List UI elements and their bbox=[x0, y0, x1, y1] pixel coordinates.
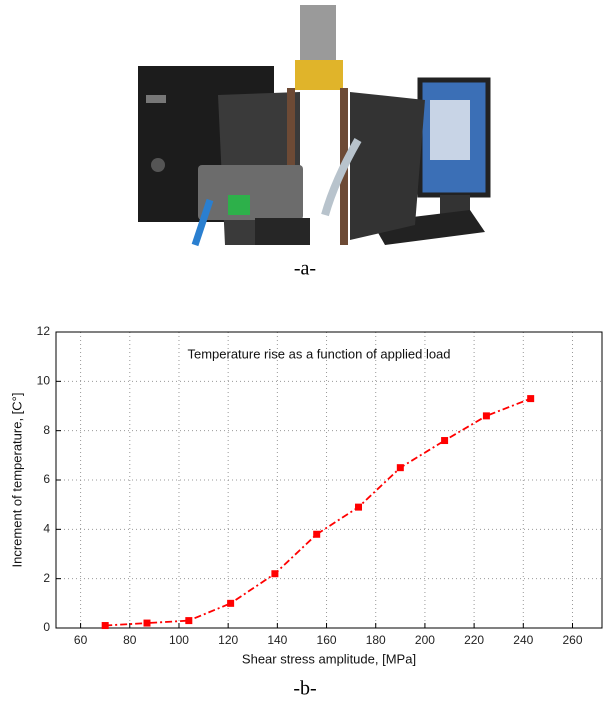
x-tick-label: 200 bbox=[415, 633, 435, 647]
photo bbox=[135, 5, 491, 247]
ir-camera bbox=[198, 165, 303, 220]
camera-connector bbox=[228, 195, 250, 215]
tower-label bbox=[146, 95, 166, 103]
data-point bbox=[527, 395, 535, 403]
data-line bbox=[105, 397, 532, 627]
y-axis-label: Increment of temperature, [C°] bbox=[9, 393, 24, 568]
tower-button bbox=[151, 158, 165, 172]
plot-frame bbox=[55, 331, 603, 629]
data-point bbox=[482, 412, 490, 420]
cable bbox=[191, 198, 214, 247]
y-tick-label: 6 bbox=[43, 472, 50, 486]
annotation: Temperature rise as a function of applie… bbox=[187, 346, 450, 361]
data-point bbox=[355, 503, 363, 511]
data-point bbox=[143, 619, 151, 627]
x-tick-label: 180 bbox=[366, 633, 386, 647]
x-tick-label: 60 bbox=[74, 633, 88, 647]
monitor-window bbox=[430, 100, 470, 160]
tripod bbox=[255, 218, 310, 245]
y-tick-label: 0 bbox=[43, 620, 50, 634]
y-tick-label: 12 bbox=[37, 324, 51, 338]
y-tick-label: 2 bbox=[43, 571, 50, 585]
x-tick-label: 140 bbox=[267, 633, 287, 647]
x-tick-label: 260 bbox=[562, 633, 582, 647]
yellow-grip bbox=[295, 60, 343, 90]
x-tick-label: 240 bbox=[513, 633, 533, 647]
x-tick-label: 220 bbox=[464, 633, 484, 647]
data-point bbox=[227, 599, 235, 607]
y-tick-label: 10 bbox=[37, 374, 51, 388]
caption-a: -a- bbox=[294, 258, 316, 280]
x-axis-label: Shear stress amplitude, [MPa] bbox=[242, 651, 416, 666]
data-point bbox=[396, 464, 404, 472]
machine-column bbox=[300, 5, 336, 63]
data-point bbox=[271, 570, 279, 578]
data-point bbox=[185, 617, 193, 625]
right-panel bbox=[350, 92, 425, 240]
caption-b: -b- bbox=[293, 678, 316, 700]
y-tick-label: 4 bbox=[43, 522, 50, 536]
data-point bbox=[101, 622, 109, 630]
data-point bbox=[441, 437, 449, 445]
y-tick-label: 8 bbox=[43, 423, 50, 437]
chart: 0 2 4 6 8 10 12 60 80 100 120 140 160 180 200 220 240 260… bbox=[9, 324, 603, 666]
x-tick-label: 80 bbox=[123, 633, 137, 647]
x-tick-label: 120 bbox=[218, 633, 238, 647]
data-point bbox=[313, 530, 321, 538]
x-tick-label: 100 bbox=[169, 633, 189, 647]
coolant-hose bbox=[321, 138, 362, 217]
x-tick-label: 160 bbox=[317, 633, 337, 647]
